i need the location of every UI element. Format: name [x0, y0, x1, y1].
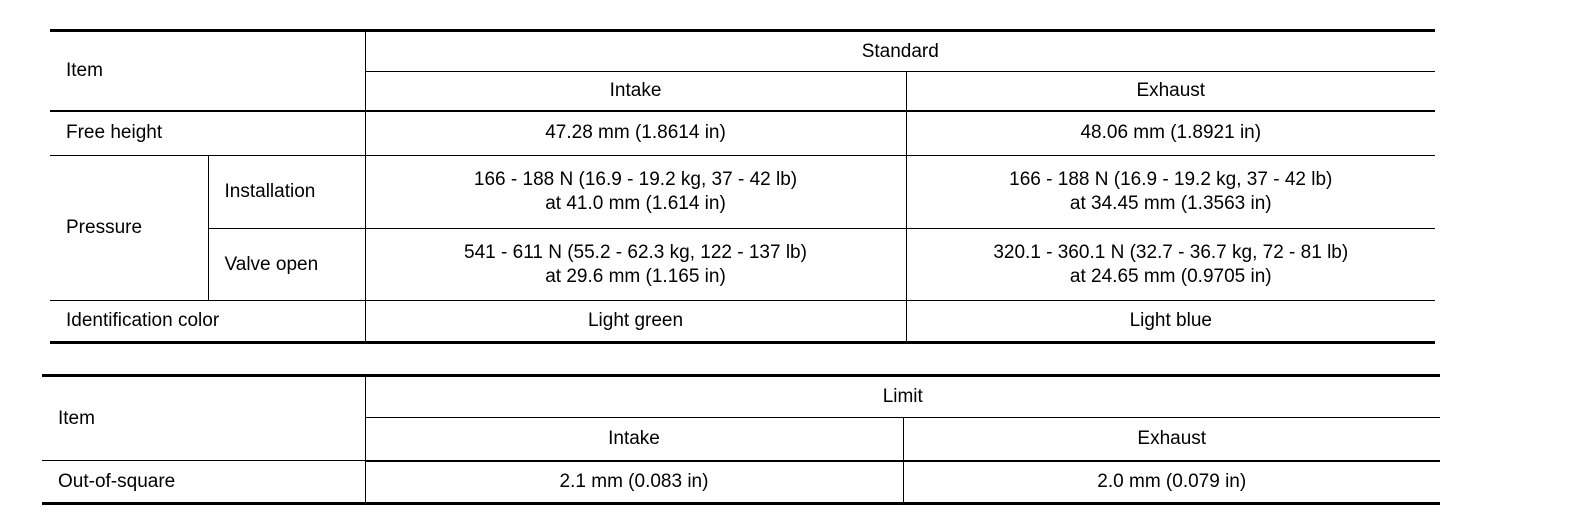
exhaust-value: Light blue [905, 300, 1436, 344]
row-label: Free height [50, 110, 366, 156]
table-row-out-of-square: Out-of-square 2.1 mm (0.083 in) 2.0 mm (… [42, 460, 1440, 505]
exhaust-header: Exhaust [905, 71, 1436, 112]
intake-header: Intake [364, 71, 907, 112]
standard-spec-table: Item Standard Intake Exhaust Free height… [50, 29, 1436, 344]
item-header: Item [42, 374, 366, 461]
exhaust-value: 166 - 188 N (16.9 - 19.2 kg, 37 - 42 lb)… [905, 155, 1436, 229]
value-line: 541 - 611 N (55.2 - 62.3 kg, 122 - 137 l… [464, 241, 807, 263]
item-header: Item [50, 29, 366, 112]
value-line: at 29.6 mm (1.165 in) [545, 265, 726, 287]
table-row-id-color: Identification color Light green Light b… [50, 300, 1436, 344]
value-line: at 24.65 mm (0.9705 in) [1069, 265, 1272, 287]
table-row-valve-open: Valve open 541 - 611 N (55.2 - 62.3 kg, … [50, 228, 1436, 301]
standard-header: Standard [364, 29, 1436, 72]
table-row-free-height: Free height 47.28 mm (1.8614 in) 48.06 m… [50, 110, 1436, 156]
table-row-installation: Pressure Installation 166 - 188 N (16.9 … [50, 155, 1436, 301]
exhaust-value: 2.0 mm (0.079 in) [902, 460, 1440, 505]
row-label: Identification color [50, 300, 366, 344]
row-label: Installation [207, 155, 366, 229]
exhaust-value: 320.1 - 360.1 N (32.7 - 36.7 kg, 72 - 81… [905, 228, 1436, 301]
intake-value: Light green [364, 300, 907, 344]
exhaust-header: Exhaust [902, 417, 1440, 462]
intake-value: 541 - 611 N (55.2 - 62.3 kg, 122 - 137 l… [364, 228, 907, 301]
value-line: 166 - 188 N (16.9 - 19.2 kg, 37 - 42 lb) [473, 169, 798, 190]
pressure-label: Pressure [50, 155, 209, 301]
exhaust-value: 48.06 mm (1.8921 in) [905, 110, 1436, 156]
row-label: Valve open [207, 228, 366, 301]
value-line: 320.1 - 360.1 N (32.7 - 36.7 kg, 72 - 81… [993, 241, 1349, 263]
row-label: Out-of-square [42, 460, 366, 505]
limit-spec-table: Item Limit Intake Exhaust Out-of-square … [42, 374, 1440, 505]
intake-value: 166 - 188 N (16.9 - 19.2 kg, 37 - 42 lb)… [364, 155, 907, 229]
intake-value: 47.28 mm (1.8614 in) [364, 110, 907, 156]
value-line: at 34.45 mm (1.3563 in) [1069, 193, 1272, 214]
value-line: at 41.0 mm (1.614 in) [545, 193, 726, 214]
intake-value: 2.1 mm (0.083 in) [364, 460, 904, 505]
limit-header: Limit [364, 374, 1440, 418]
intake-header: Intake [364, 417, 904, 462]
value-line: 166 - 188 N (16.9 - 19.2 kg, 37 - 42 lb) [1009, 169, 1333, 190]
